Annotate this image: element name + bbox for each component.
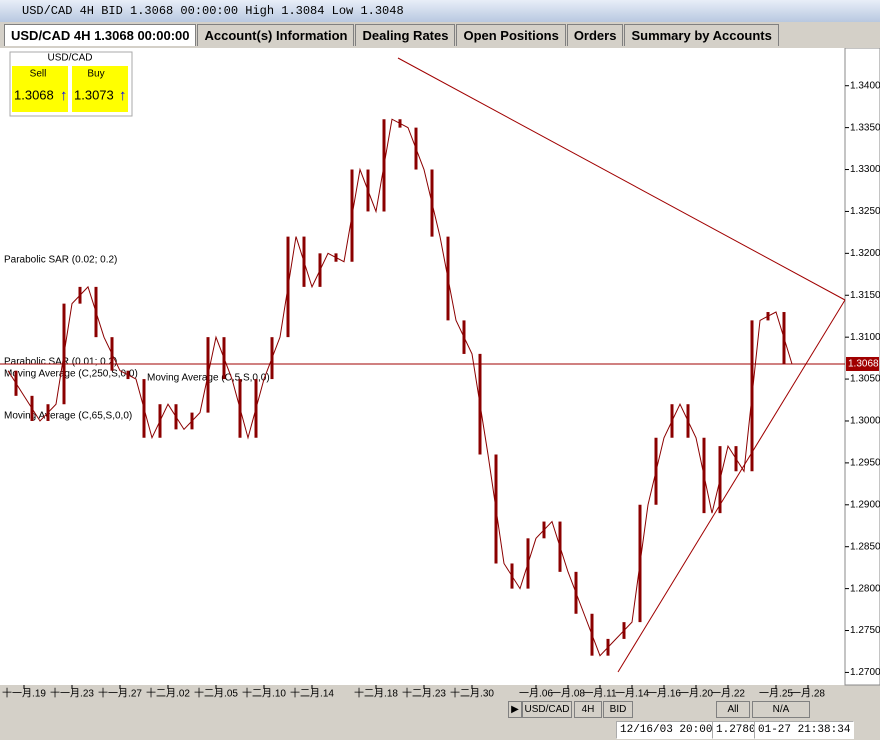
arrow: ↑ [119, 87, 127, 104]
tab-bar: USD/CAD 4H 1.3068 00:00:00 Account(s) In… [4, 24, 780, 46]
x-tick-label: 十二月.14 [290, 687, 334, 698]
y-tick-label: 1.3100 [850, 332, 880, 343]
status-price: 1.2780 [712, 721, 760, 739]
y-tick-label: 1.3400 [850, 80, 880, 91]
x-tick-label: 十二月.10 [242, 687, 286, 698]
y-tick-label: 1.2900 [850, 499, 880, 510]
x-tick-label: 一月.16 [647, 688, 681, 698]
y-tick-label: 1.2750 [850, 625, 880, 636]
period-button[interactable]: 4H [574, 701, 602, 718]
y-tick-label: 1.3300 [850, 164, 880, 175]
x-tick-label: 十二月.18 [354, 687, 398, 698]
symbol-button[interactable]: USD/CAD [522, 701, 572, 718]
tab[interactable]: Orders [566, 24, 624, 46]
indicator-label: Moving Average (C,65,S,0,0) [4, 411, 132, 422]
status-clock: 01-27 21:38:34 [754, 721, 855, 739]
tab[interactable]: Dealing Rates [355, 24, 456, 46]
y-tick-label: 1.3200 [850, 248, 880, 259]
plot-area [0, 48, 845, 685]
title-bar: USD/CAD 4H BID 1.3068 00:00:00 High 1.30… [0, 0, 880, 22]
y-tick-label: 1.2800 [850, 583, 880, 594]
trend-line [617, 299, 846, 673]
x-tick-label: 十二月.02 [146, 687, 190, 698]
sell-label: Sell [30, 69, 47, 80]
price-line [7, 118, 793, 657]
y-tick-label: 1.3000 [850, 416, 880, 427]
side-button[interactable]: BID [603, 701, 633, 718]
filter-button[interactable]: N/A [752, 701, 810, 718]
y-tick-label: 1.3050 [850, 374, 880, 385]
x-tick-label: 一月.06 [519, 688, 553, 698]
trend-line [397, 57, 846, 301]
x-tick-label: 一月.14 [615, 688, 649, 698]
quote-box: USD/CAD Sell Buy 1.3068 1.3073 ↑ ↑ [9, 51, 133, 117]
current-price-box [846, 356, 879, 371]
x-tick-label: 十一月.19 [2, 687, 46, 698]
arrow: ↑ [60, 87, 68, 104]
tab[interactable]: Open Positions [456, 24, 566, 46]
buy-price[interactable]: 1.3073 [74, 87, 114, 102]
x-tick-label: 十二月.05 [194, 687, 238, 698]
y-tick-label: 1.2950 [850, 458, 880, 469]
x-tick-label: 一月.22 [711, 688, 745, 698]
status-time: 12/16/03 20:00 [616, 721, 717, 739]
x-tick-label: 一月.25 [759, 688, 793, 698]
y-tick-label: 1.3250 [850, 206, 880, 217]
window-title: USD/CAD 4H BID 1.3068 00:00:00 High 1.30… [22, 4, 404, 18]
sell-price[interactable]: 1.3068 [14, 87, 54, 102]
tab[interactable]: Summary by Accounts [624, 24, 779, 46]
chart: USD/CAD Sell Buy 1.3068 1.3073 ↑ ↑ Parab… [0, 48, 880, 698]
y-tick-label: 1.3350 [850, 122, 880, 133]
current-price-label: 1.3068 [848, 359, 879, 370]
indicator-label: Parabolic SAR (0.01; 0.2) [4, 357, 117, 368]
x-tick-label: 十二月.23 [402, 687, 446, 698]
y-tick-label: 1.3150 [850, 290, 880, 301]
x-tick-label: 十一月.23 [50, 687, 94, 698]
tab[interactable]: Account(s) Information [197, 24, 355, 46]
x-tick-label: 一月.11 [583, 688, 617, 698]
x-tick-label: 一月.20 [679, 688, 713, 698]
buy-label: Buy [87, 69, 104, 80]
indicator-label: Parabolic SAR (0.02; 0.2) [4, 255, 117, 266]
x-tick-label: 一月.08 [551, 688, 585, 698]
nav-button[interactable]: ▶ [508, 701, 522, 718]
indicator-label: Moving Average (C,250,S,0,0) [4, 369, 138, 380]
quote-symbol: USD/CAD [47, 53, 92, 64]
tab[interactable]: USD/CAD 4H 1.3068 00:00:00 [4, 24, 197, 46]
y-tick-label: 1.2700 [850, 667, 880, 678]
y-tick-label: 1.2850 [850, 541, 880, 552]
x-tick-label: 十一月.27 [98, 687, 142, 698]
x-tick-label: 一月.28 [791, 688, 825, 698]
filter-button[interactable]: All [716, 701, 750, 718]
x-tick-label: 十二月.30 [450, 687, 494, 698]
